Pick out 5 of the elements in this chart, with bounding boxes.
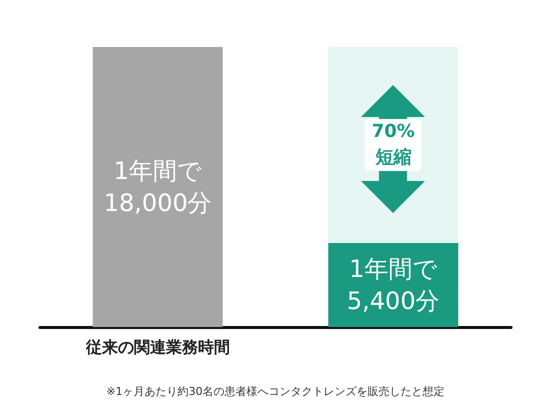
x-tick-label: 従来の関連業務時間 bbox=[84, 338, 230, 356]
data-label: 1年間で 18,000分 bbox=[104, 157, 212, 217]
annotation: 70% 短縮 bbox=[365, 119, 422, 171]
text: ※1ヶ月あたり約30名の患者様へコンタクトレンズを販売したと想定 bbox=[106, 385, 445, 398]
data-label: 1年間で 5,400分 bbox=[346, 255, 440, 315]
